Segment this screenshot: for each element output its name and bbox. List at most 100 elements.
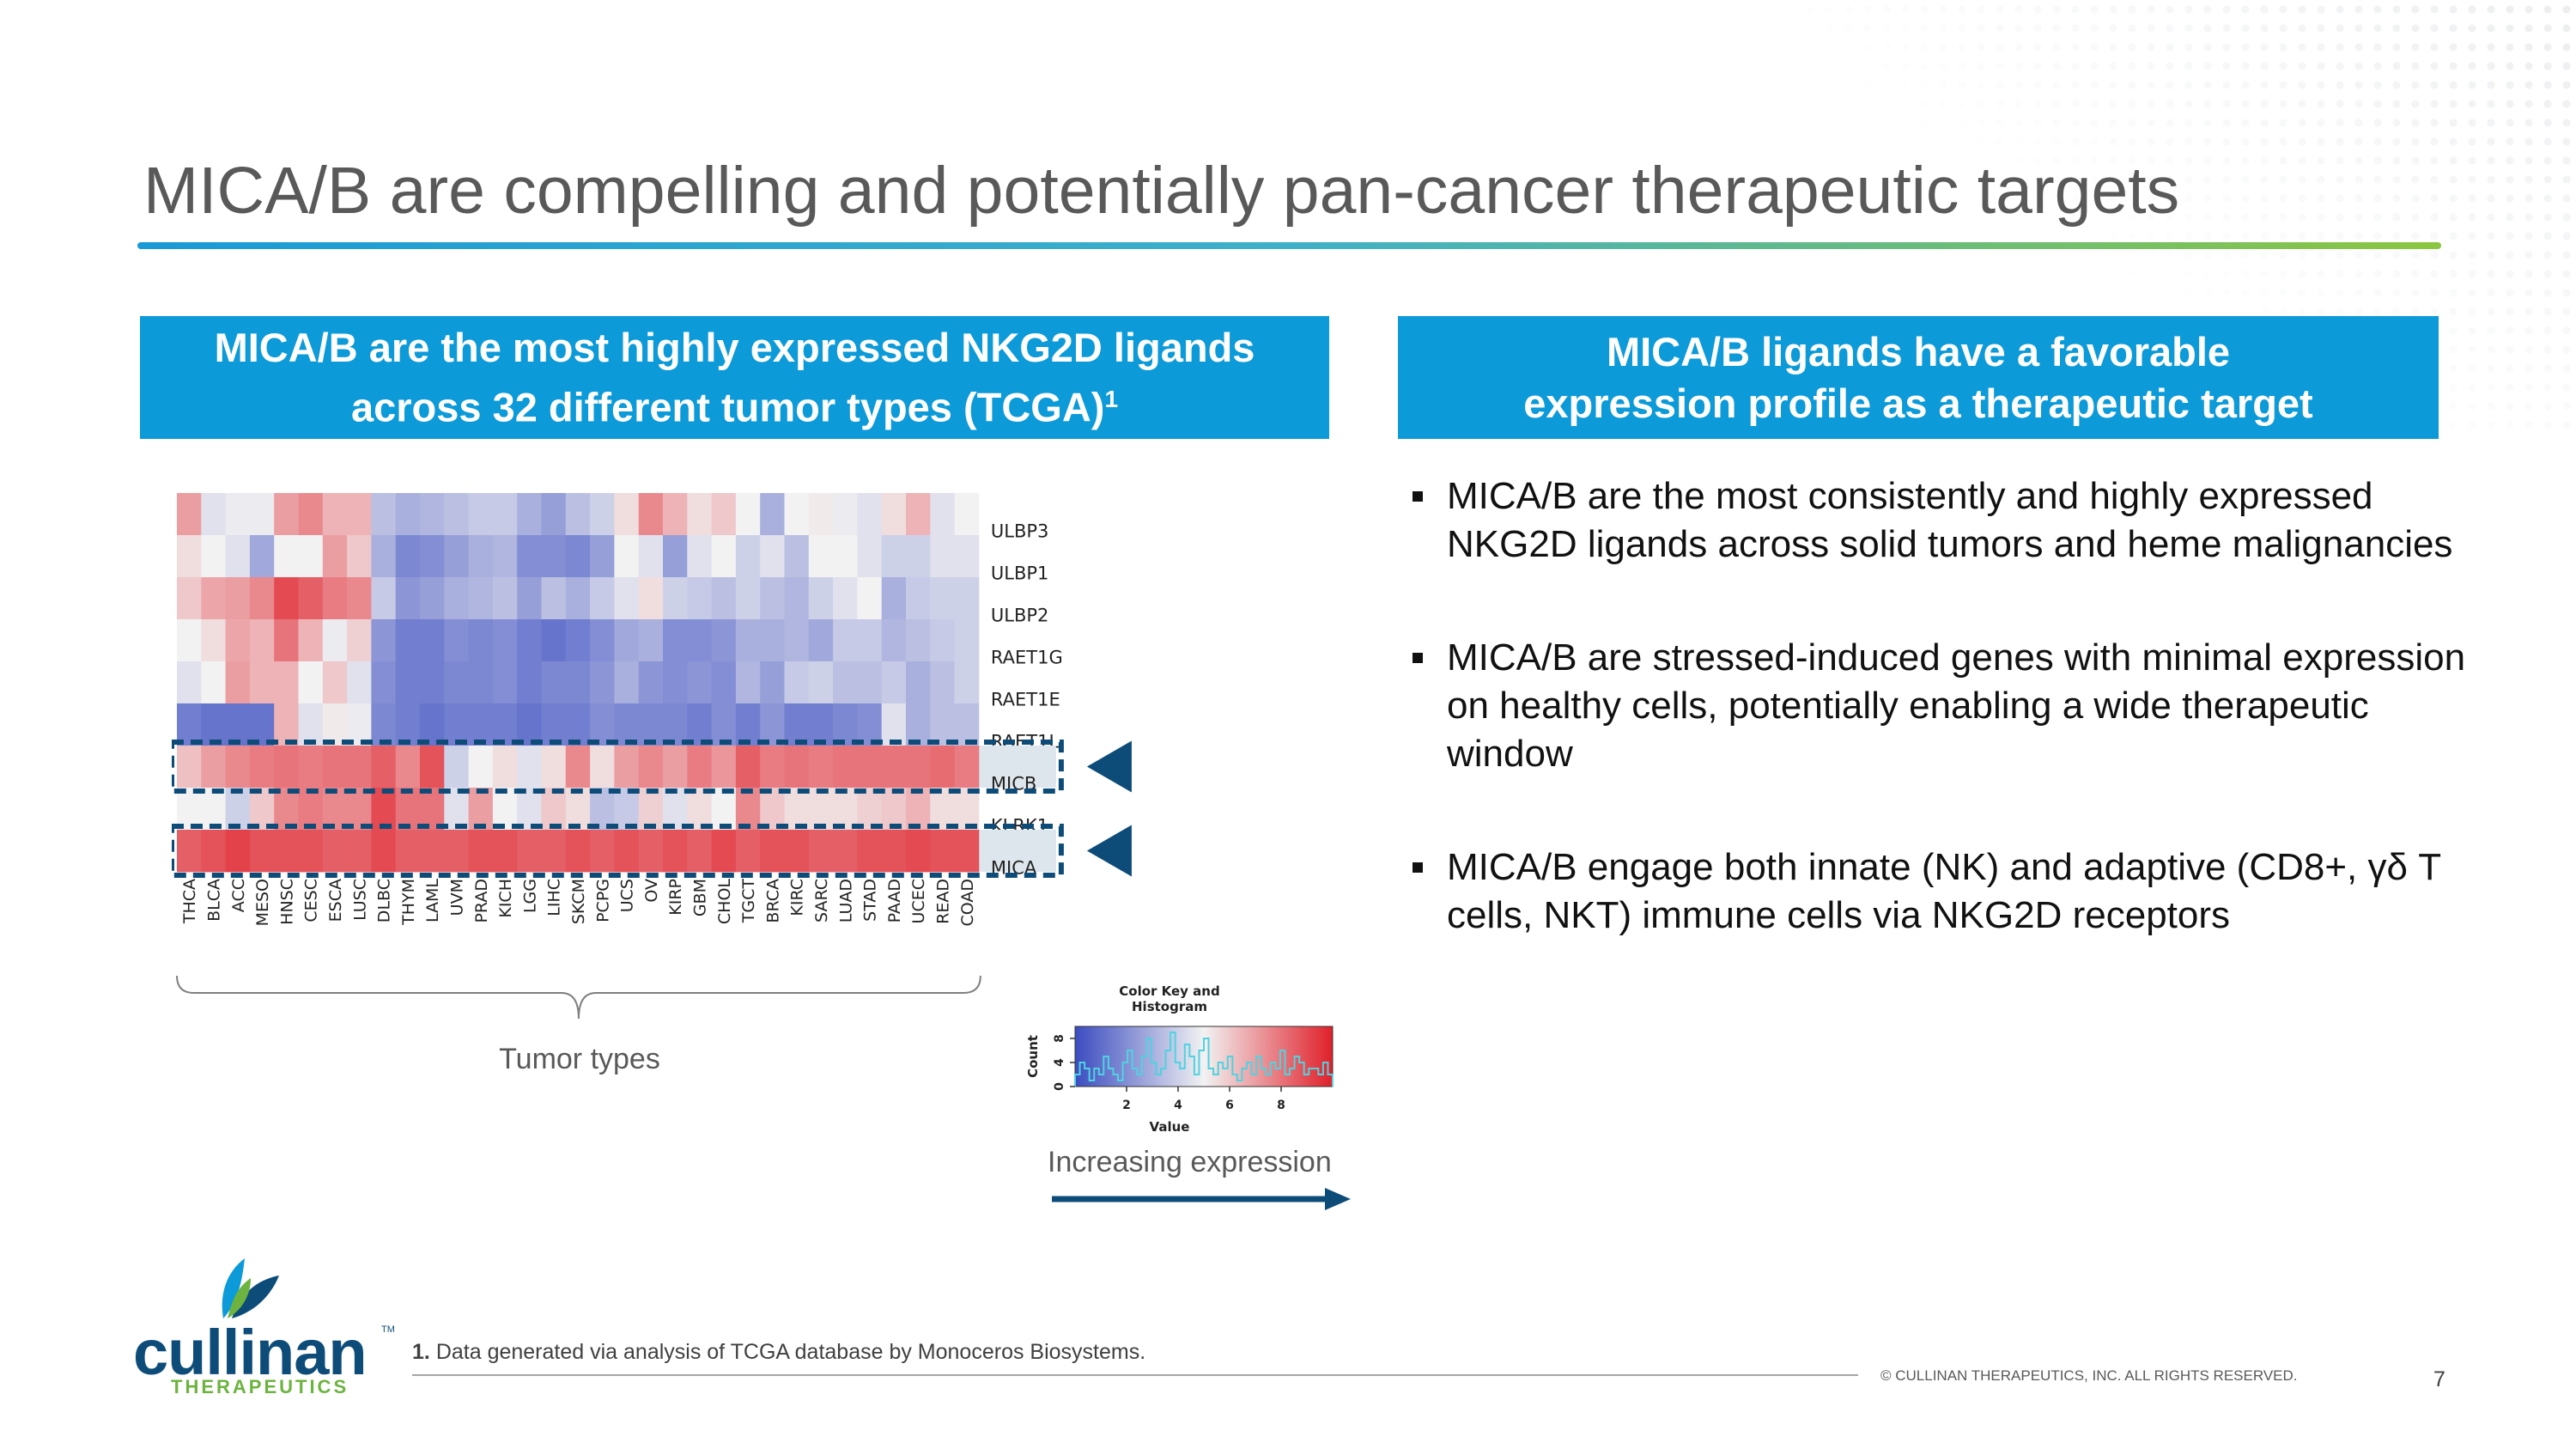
heatmap-cell — [468, 788, 494, 831]
footnote-number: 1. — [412, 1340, 430, 1364]
heatmap-cell — [663, 746, 688, 788]
heatmap-cell — [468, 619, 494, 662]
heatmap-cell — [808, 535, 834, 578]
heatmap-cell — [395, 703, 421, 746]
row-label: ULBP3 — [991, 521, 1049, 542]
heatmap-cell — [322, 703, 348, 746]
expression-heatmap: ULBP3ULBP1ULBP2RAET1GRAET1ERAET1LMICBKLR… — [172, 493, 1132, 1020]
heatmap-cell — [444, 535, 469, 578]
heatmap-cell — [201, 746, 226, 788]
heatmap-cell — [590, 703, 615, 746]
heatmap-cell — [881, 535, 907, 578]
footnote-marker: 1 — [1104, 385, 1119, 412]
heatmap-cell — [468, 661, 494, 704]
heatmap-cell — [517, 703, 542, 746]
heatmap-cell — [444, 788, 469, 831]
heatmap-cell — [201, 788, 226, 831]
heatmap-cell — [784, 535, 810, 578]
heatmap-cell — [541, 830, 567, 873]
heatmap-cell — [225, 493, 251, 536]
tumor-types-caption: Tumor types — [499, 1043, 660, 1075]
heatmap-cell — [735, 788, 761, 831]
heatmap-cell — [614, 493, 640, 536]
company-logo: cullinan TM THERAPEUTICS — [133, 1258, 395, 1400]
heatmap-cell — [760, 619, 785, 662]
heatmap-cell — [274, 703, 299, 746]
heatmap-cell — [711, 535, 737, 578]
heatmap-cell — [371, 661, 397, 704]
highlight-label-bg — [978, 830, 1056, 872]
heatmap-cell — [541, 619, 567, 662]
x-axis-label: Value — [1150, 1119, 1190, 1135]
column-label: KIRP — [666, 879, 685, 916]
heatmap-cell — [274, 493, 299, 536]
heatmap-cell — [395, 577, 421, 620]
heatmap-cell — [906, 788, 931, 831]
heatmap-cell — [687, 619, 712, 662]
heatmap-cell — [347, 577, 372, 620]
heatmap-cell — [201, 830, 226, 873]
footnote: 1. Data generated via analysis of TCGA d… — [412, 1340, 1145, 1365]
column-label: THCA — [180, 879, 199, 924]
heatmap-cell — [274, 788, 299, 831]
column-label: READ — [933, 879, 952, 924]
logo-subtitle: THERAPEUTICS — [171, 1376, 349, 1397]
heatmap-cell — [420, 493, 445, 536]
heatmap-cell — [590, 661, 615, 704]
heatmap-cell — [225, 788, 251, 831]
heatmap-cell — [298, 788, 324, 831]
heatmap-cell — [177, 535, 202, 578]
heatmap-cell — [735, 703, 761, 746]
row-label: ULBP1 — [991, 563, 1049, 584]
heatmap-cell — [517, 746, 542, 788]
heatmap-cell — [395, 535, 421, 578]
heatmap-cell — [298, 703, 324, 746]
heatmap-cell — [225, 577, 251, 620]
heatmap-cell — [857, 619, 883, 662]
heatmap-cell — [881, 746, 907, 788]
heatmap-cell — [881, 703, 907, 746]
heatmap-cell — [517, 661, 542, 704]
heatmap-cell — [420, 703, 445, 746]
heatmap-cell — [347, 535, 372, 578]
heatmap-cell — [881, 830, 907, 873]
column-label: LAML — [423, 879, 442, 922]
heatmap-cell — [614, 619, 640, 662]
heatmap-cell — [322, 788, 348, 831]
bullet-item: MICA/B engage both innate (NK) and adapt… — [1411, 843, 2467, 940]
heatmap-cell — [347, 661, 372, 704]
heatmap-cell — [492, 493, 518, 536]
heatmap-cell — [857, 746, 883, 788]
heatmap-cell — [760, 577, 785, 620]
y-tick-label: 8 — [1053, 1034, 1066, 1043]
heatmap-cell — [833, 493, 858, 536]
heatmap-cell — [663, 788, 688, 831]
pointer-arrow-icon — [1086, 825, 1132, 877]
heatmap-cell — [541, 493, 567, 536]
heatmap-cell — [177, 703, 202, 746]
heatmap-cell — [857, 788, 883, 831]
heatmap-cell — [249, 661, 275, 704]
row-label: RAET1E — [991, 690, 1060, 710]
column-label: UVM — [447, 879, 466, 916]
heatmap-cell — [930, 788, 955, 831]
heatmap-cell — [760, 830, 785, 873]
heatmap-cell — [735, 619, 761, 662]
heatmap-cell — [687, 788, 712, 831]
heatmap-cell — [954, 535, 980, 578]
heatmap-cell — [492, 535, 518, 578]
heatmap-cell — [687, 535, 712, 578]
heatmap-cell — [517, 493, 542, 536]
heatmap-cell — [274, 661, 299, 704]
column-label: THYM — [399, 879, 418, 926]
heatmap-cell — [444, 746, 469, 788]
column-label: PAAD — [885, 879, 904, 922]
heatmap-cell — [298, 661, 324, 704]
heatmap-cell — [177, 493, 202, 536]
heatmap-cell — [347, 788, 372, 831]
heatmap-cell — [565, 577, 591, 620]
heatmap-cell — [322, 746, 348, 788]
footer-divider — [412, 1374, 1858, 1376]
leaf-logo-icon — [222, 1258, 279, 1318]
heatmap-cell — [444, 661, 469, 704]
